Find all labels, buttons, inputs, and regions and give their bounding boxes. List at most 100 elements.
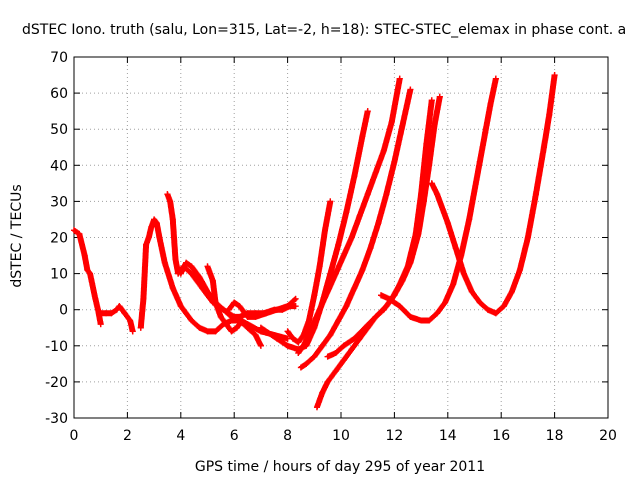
series-8: [284, 198, 334, 346]
data-point: [372, 169, 379, 176]
data-point: [428, 180, 435, 187]
data-point: [233, 324, 240, 331]
data-point: [188, 263, 195, 270]
data-point: [252, 331, 259, 338]
data-point: [359, 133, 366, 140]
data-point: [343, 303, 350, 310]
data-point: [335, 317, 342, 324]
data-point: [236, 303, 243, 310]
data-point: [452, 245, 459, 252]
data-point: [327, 270, 334, 277]
data-point: [348, 346, 355, 353]
data-point: [383, 191, 390, 198]
y-tick-label: -20: [45, 375, 68, 391]
data-point: [300, 342, 307, 349]
data-point: [209, 277, 216, 284]
data-point: [308, 324, 315, 331]
data-point: [231, 299, 238, 306]
data-point: [273, 335, 280, 342]
x-tick-label: 0: [70, 428, 79, 444]
data-point: [364, 191, 371, 198]
y-axis-label: dSTEC / TECUs: [9, 184, 25, 287]
data-point: [311, 292, 318, 299]
data-point: [103, 310, 110, 317]
data-point: [204, 263, 211, 270]
data-point: [396, 75, 403, 82]
data-point: [97, 310, 104, 317]
x-axis-label: GPS time / hours of day 295 of year 2011: [195, 459, 485, 475]
y-tick-label: 40: [50, 158, 68, 174]
data-point: [466, 216, 473, 223]
x-tick-label: 12: [385, 428, 403, 444]
data-point: [460, 270, 467, 277]
data-point: [169, 285, 176, 292]
data-point: [316, 306, 323, 313]
data-point: [426, 162, 433, 169]
data-point: [351, 173, 358, 180]
data-point: [364, 108, 371, 115]
data-point: [450, 281, 457, 288]
data-point: [316, 263, 323, 270]
data-point: [420, 198, 427, 205]
data-point: [321, 227, 328, 234]
data-point: [236, 313, 243, 320]
data-point: [340, 252, 347, 259]
data-point: [183, 259, 190, 266]
data-point: [303, 360, 310, 367]
data-point: [137, 324, 144, 331]
series-6: [204, 263, 246, 335]
data-point: [172, 256, 179, 263]
data-point: [444, 220, 451, 227]
data-point: [391, 158, 398, 165]
data-point: [442, 299, 449, 306]
data-point: [546, 111, 553, 118]
data-point: [399, 277, 406, 284]
data-point: [332, 368, 339, 375]
data-point: [148, 223, 155, 230]
data-point: [380, 147, 387, 154]
data-point: [436, 93, 443, 100]
data-point: [204, 328, 211, 335]
series-14: [378, 75, 499, 324]
data-point: [97, 321, 104, 328]
data-point: [492, 310, 499, 317]
x-tick-label: 2: [123, 428, 132, 444]
data-point: [367, 245, 374, 252]
data-point: [426, 317, 433, 324]
data-point: [340, 357, 347, 364]
data-point: [284, 328, 291, 335]
series-markers: [71, 227, 104, 328]
data-point: [113, 306, 120, 313]
data-point: [196, 274, 203, 281]
data-point: [188, 317, 195, 324]
data-point: [407, 259, 414, 266]
data-point: [415, 230, 422, 237]
data-point: [407, 86, 414, 93]
data-point: [348, 234, 355, 241]
y-tick-label: -30: [45, 411, 68, 427]
data-point: [188, 270, 195, 277]
data-point: [434, 191, 441, 198]
data-point: [324, 378, 331, 385]
data-point: [212, 328, 219, 335]
x-tick-label: 6: [230, 428, 239, 444]
data-point: [95, 306, 102, 313]
data-point: [71, 227, 77, 234]
data-point: [161, 259, 168, 266]
x-tick-label: 8: [283, 428, 292, 444]
data-point: [228, 328, 235, 335]
data-point: [327, 198, 334, 205]
data-point: [177, 303, 184, 310]
data-point: [143, 241, 150, 248]
data-point: [127, 317, 134, 324]
data-point: [284, 335, 291, 342]
data-point: [204, 288, 211, 295]
y-tick-label: 20: [50, 231, 68, 247]
data-point: [295, 339, 302, 346]
data-point: [332, 270, 339, 277]
data-point: [292, 303, 299, 310]
data-point: [516, 266, 523, 273]
data-point: [116, 303, 123, 310]
data-point: [340, 342, 347, 349]
data-point: [284, 303, 291, 310]
